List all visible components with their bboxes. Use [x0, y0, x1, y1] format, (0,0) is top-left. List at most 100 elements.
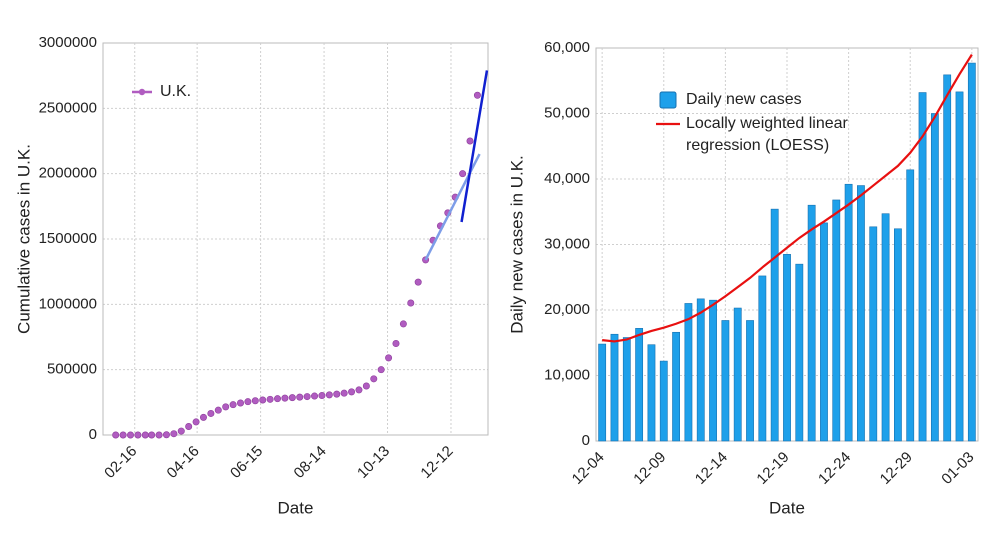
data-point: [127, 431, 135, 439]
data-point: [414, 278, 422, 286]
data-point: [259, 396, 267, 404]
bar: [610, 333, 619, 442]
legend-label: Locally weighted linear regression (LOES…: [686, 115, 848, 154]
bar: [672, 331, 680, 442]
x-tick-label: 12-12: [417, 443, 456, 482]
bar: [857, 185, 865, 442]
bar: [758, 275, 767, 442]
bar: [795, 263, 804, 442]
bar: [820, 222, 828, 442]
bar: [746, 320, 754, 442]
data-point: [237, 399, 245, 407]
data-point: [177, 427, 185, 435]
data-point: [281, 394, 289, 402]
y-tick-label: 2000000: [39, 165, 97, 182]
bar: [770, 208, 779, 442]
bar: [844, 183, 853, 442]
y-axis-label: Cumulative cases in U.K.: [14, 144, 33, 334]
y-tick-label: 40,000: [544, 170, 590, 187]
bar: [869, 226, 878, 442]
bar: [881, 213, 890, 442]
bar: [955, 91, 964, 442]
x-tick-label: 08-14: [291, 443, 330, 482]
x-tick-label: 12-19: [753, 449, 792, 488]
data-point: [119, 431, 127, 439]
bar: [659, 360, 668, 442]
bar: [635, 328, 644, 442]
y-tick-label: 10,000: [544, 366, 590, 383]
x-tick-label: 04-16: [164, 443, 203, 482]
x-tick-label: 12-14: [692, 449, 731, 488]
data-point: [155, 431, 163, 439]
data-point: [407, 299, 415, 307]
x-tick-label: 12-29: [877, 449, 916, 488]
bar: [906, 169, 915, 442]
plot-frame: [102, 42, 489, 436]
data-point: [355, 386, 363, 394]
data-point: [459, 170, 467, 178]
x-tick-label: 06-15: [227, 443, 266, 482]
data-point: [340, 389, 348, 397]
data-point: [274, 395, 282, 403]
data-point: [318, 392, 326, 400]
y-tick-label: 2500000: [39, 99, 97, 116]
bar: [709, 299, 717, 442]
data-point: [251, 397, 259, 405]
data-point: [199, 413, 207, 421]
x-axis-label: Date: [278, 498, 314, 517]
y-tick-label: 20,000: [544, 301, 590, 318]
bar: [918, 92, 927, 442]
data-point: [370, 375, 378, 383]
y-tick-label: 1000000: [39, 295, 97, 312]
trend-line: [460, 70, 489, 223]
legend-marker: [138, 88, 146, 96]
y-axis-label: Daily new cases in U.K.: [507, 155, 526, 334]
y-tick-label: 30,000: [544, 235, 590, 252]
data-point: [466, 137, 474, 145]
data-point: [192, 418, 200, 426]
data-point: [288, 394, 296, 402]
data-point: [112, 431, 120, 439]
data-point: [207, 409, 215, 417]
data-point: [311, 392, 319, 400]
x-tick-label: 12-09: [630, 449, 669, 488]
data-point: [244, 398, 252, 406]
data-point: [362, 382, 370, 390]
data-point: [222, 403, 230, 411]
x-tick-label: 01-03: [938, 449, 977, 488]
y-tick-label: 1500000: [39, 230, 97, 247]
bar: [943, 74, 952, 442]
data-point: [141, 431, 149, 439]
data-point: [162, 431, 170, 439]
bar: [832, 199, 841, 442]
y-tick-label: 3000000: [39, 34, 97, 51]
bar: [721, 320, 730, 442]
data-point: [399, 320, 407, 328]
bar: [930, 113, 939, 442]
data-point: [266, 395, 274, 403]
bar: [783, 254, 791, 442]
legend-label: Daily new cases: [686, 91, 802, 108]
bar: [647, 344, 656, 442]
x-tick-label: 12-04: [569, 449, 608, 488]
data-point: [229, 401, 237, 409]
data-point: [325, 391, 333, 399]
bar: [894, 228, 902, 442]
y-tick-label: 0: [89, 426, 97, 443]
data-point: [377, 366, 385, 374]
data-point: [214, 406, 222, 414]
y-tick-label: 0: [582, 432, 590, 449]
data-point: [348, 388, 356, 396]
data-point: [296, 393, 304, 401]
data-point: [385, 354, 393, 362]
y-tick-label: 500000: [47, 361, 97, 378]
data-point: [134, 431, 142, 439]
x-tick-label: 12-24: [815, 449, 854, 488]
bar: [696, 298, 705, 442]
data-point: [185, 423, 193, 431]
bar: [807, 204, 816, 442]
bar: [733, 307, 742, 442]
data-point: [303, 393, 311, 401]
